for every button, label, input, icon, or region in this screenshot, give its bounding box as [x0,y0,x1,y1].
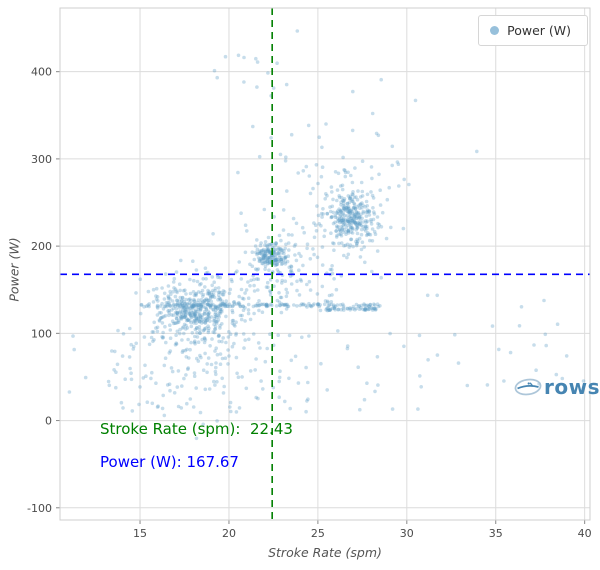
svg-text:30: 30 [400,527,414,540]
svg-text:200: 200 [31,240,52,253]
y-axis-title: Power (W) [6,237,22,302]
svg-text:-100: -100 [27,502,52,515]
svg-text:40: 40 [578,527,592,540]
x-axis-title: Stroke Rate (spm) [268,545,382,560]
svg-text:300: 300 [31,153,52,166]
legend-label: Power (W) [507,23,571,38]
boat-logo-icon [514,378,542,396]
svg-text:35: 35 [489,527,503,540]
svg-text:0: 0 [45,415,52,428]
watermark-text: rows [544,375,600,399]
svg-text:15: 15 [133,527,147,540]
stroke-rate-annotation: Stroke Rate (spm): 22.43 [100,420,293,438]
legend: Power (W) [478,15,588,46]
svg-text:20: 20 [222,527,236,540]
rowsandall-watermark: rows [514,371,600,403]
legend-marker-icon [490,26,500,35]
power-annotation: Power (W): 167.67 [100,453,239,471]
svg-text:100: 100 [31,327,52,340]
svg-text:25: 25 [311,527,325,540]
svg-text:400: 400 [31,66,52,79]
